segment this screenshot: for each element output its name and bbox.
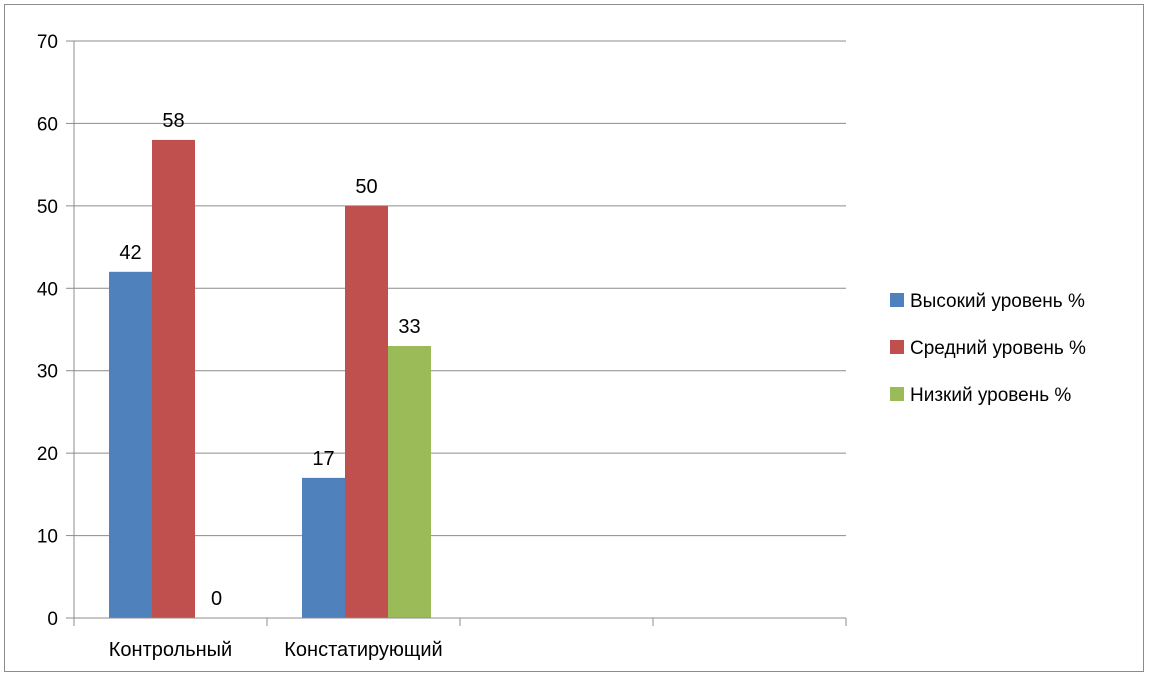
- data-label: 17: [312, 448, 334, 470]
- bar: [152, 139, 195, 618]
- axes: 0 10 20 30 40 50 60 70 Контрольный Констатирующий: [37, 32, 847, 661]
- y-tick-label: 30: [37, 362, 58, 383]
- y-tick-label: 20: [37, 444, 58, 465]
- data-label: 0: [211, 588, 222, 610]
- y-tick-label: 40: [37, 279, 58, 300]
- data-label: 50: [355, 176, 377, 198]
- legend-swatch: [890, 340, 904, 354]
- bars: [109, 139, 431, 618]
- legend-swatch: [890, 293, 904, 307]
- y-tick-label: 10: [37, 527, 58, 548]
- bar: [109, 271, 152, 618]
- gridlines: [74, 40, 846, 537]
- bar: [345, 205, 388, 618]
- legend-label: Низкий уровень %: [910, 385, 1071, 406]
- y-tick-label: 0: [47, 609, 58, 630]
- y-tick-label: 60: [37, 114, 58, 135]
- bar: [388, 345, 431, 618]
- legend-swatch: [890, 387, 904, 401]
- legend-label: Средний уровень %: [910, 338, 1086, 359]
- x-tick-label: Констатирующий: [284, 639, 442, 661]
- y-tick-label: 50: [37, 197, 58, 218]
- bar: [302, 477, 345, 618]
- x-tick-label: Контрольный: [109, 639, 232, 661]
- data-label: 33: [398, 316, 420, 338]
- legend-label: Высокий уровень %: [910, 291, 1085, 312]
- data-label: 42: [119, 242, 141, 264]
- y-tick-label: 70: [37, 32, 58, 53]
- data-label: 58: [162, 110, 184, 132]
- data-labels: 42 17 58 50 0 33: [119, 110, 420, 610]
- legend: Высокий уровень % Средний уровень % Низкий…: [890, 291, 1086, 406]
